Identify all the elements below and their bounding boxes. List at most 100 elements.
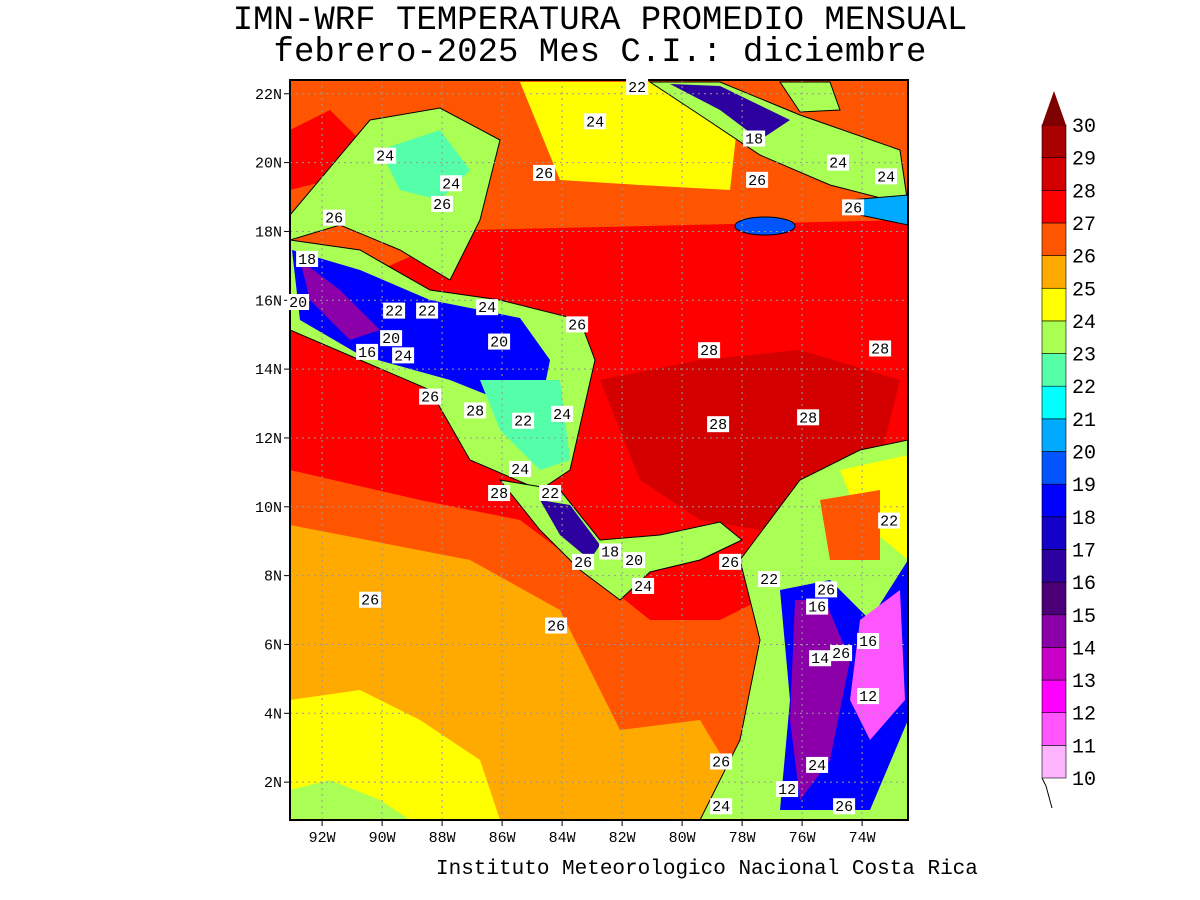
contour-label: 20: [490, 335, 508, 352]
colorbar-swatch: [1041, 418, 1067, 452]
contour-label: 18: [601, 545, 619, 562]
contour-label: 22: [385, 304, 403, 321]
contour-label-box: [869, 340, 892, 357]
contour-label: 22: [418, 304, 436, 321]
contour-label-box: [599, 543, 622, 560]
lat-tick-label: 8N: [264, 569, 282, 586]
colorbar-swatch: [1041, 385, 1067, 420]
contour-label: 12: [778, 782, 796, 799]
contour-label-box: [476, 299, 499, 316]
lon-tick-label: 86W: [489, 830, 516, 847]
lat-tick-label: 6N: [264, 637, 282, 654]
contour-label-box: [830, 645, 853, 662]
title-line-2: febrero-2025 Mes C.I.: diciembre: [273, 34, 927, 72]
contour-label: 24: [586, 114, 604, 131]
colorbar-swatch: [1041, 451, 1067, 485]
contour-label: 22: [541, 486, 559, 503]
colorbar-level-label: 25: [1072, 279, 1096, 302]
contour-label-box: [419, 388, 442, 405]
contour-label-box: [776, 781, 799, 798]
lon-tick-label: 92W: [309, 830, 336, 847]
colorbar-swatch: [1041, 320, 1067, 354]
contour-label: 26: [433, 197, 451, 214]
contour-label-box: [296, 250, 319, 267]
contour-label-box: [416, 302, 439, 319]
lat-tick-label: 18N: [255, 224, 282, 241]
colorbar-swatch: [1041, 581, 1067, 616]
contour-label: 26: [844, 200, 862, 217]
contour-label: 24: [553, 407, 571, 424]
colorbar-level-label: 29: [1072, 149, 1096, 172]
contour-label: 24: [442, 176, 460, 193]
colorbar-level-label: 10: [1072, 769, 1096, 792]
contour-label: 28: [466, 403, 484, 420]
contour-label-box: [545, 617, 568, 634]
lat-tick-label: 16N: [255, 293, 282, 310]
contour-label: 26: [712, 754, 730, 771]
colorbar-level-label: 17: [1072, 540, 1096, 563]
contour-label-box: [857, 688, 880, 705]
colorbar-swatch: [1041, 549, 1067, 583]
colorbar-level-label: 16: [1072, 573, 1096, 596]
colorbar-swatch: [1041, 222, 1067, 256]
central-america-highlands: [292, 250, 550, 410]
colorbar-level-label: 20: [1072, 443, 1096, 466]
contour-label: 20: [382, 331, 400, 348]
colorbar-swatch: [1041, 353, 1067, 387]
contour-label: 24: [634, 579, 652, 596]
contour-label-box: [287, 294, 310, 310]
contour-label-box: [374, 147, 397, 164]
contour-label: 24: [712, 799, 730, 816]
contour-label-box: [806, 756, 829, 773]
colorbar-swatch: [1041, 157, 1067, 191]
title-line-1: IMN-WRF TEMPERATURA PROMEDIO MENSUAL: [232, 2, 968, 40]
contour-label-box: [392, 347, 415, 364]
contour-label: 26: [574, 555, 592, 572]
colorbar-level-label: 26: [1072, 247, 1096, 270]
colorbar-level-label: 18: [1072, 508, 1096, 531]
colorbar-over-arrow: [1042, 91, 1066, 125]
contour-label: 26: [535, 166, 553, 183]
contour-label: 24: [877, 169, 895, 186]
bahamas-land: [779, 81, 841, 113]
contour-label: 26: [748, 173, 766, 190]
contour-label-box: [797, 409, 820, 426]
contour-label-box: [806, 598, 829, 615]
colorbar-level-label: 22: [1072, 377, 1096, 400]
colorbar-swatch: [1041, 483, 1067, 518]
contour-label: 24: [376, 149, 394, 166]
contour-label: 20: [289, 295, 307, 312]
contour-label-box: [875, 168, 898, 185]
contour-label-box: [509, 460, 532, 477]
contour-label: 26: [325, 211, 343, 228]
contour-label-box: [512, 412, 535, 429]
contour-label-box: [743, 130, 766, 147]
contour-label-box: [572, 553, 595, 570]
contour-label-box: [539, 485, 562, 502]
axis-ticks: 92W 90W 88W 86W 84W 82W 80W 78W 76W 74W 2N 4N 6N 8N 10…: [255, 87, 876, 847]
contour-label-box: [383, 302, 406, 319]
colorbar-level-label: 27: [1072, 214, 1096, 237]
lon-tick-label: 90W: [369, 830, 396, 847]
jamaica-land: [734, 216, 796, 236]
contour-label: 26: [547, 619, 565, 636]
lat-tick-label: 12N: [255, 431, 282, 448]
contour-label-box: [746, 171, 769, 188]
lon-tick-label: 88W: [429, 830, 456, 847]
contour-label-box: [566, 316, 589, 333]
map-frame: [289, 79, 909, 821]
contour-label-box: [815, 581, 838, 598]
contour-label-box: [359, 591, 382, 608]
colorbar: 10 11 12 13 14 15 16 17 18 19 20 21 22 23 24 25 26 27 28 29…: [1041, 91, 1096, 809]
colorbar-swatch: [1041, 190, 1067, 224]
magdalena-valley: [820, 490, 880, 560]
contour-label: 22: [760, 572, 778, 589]
contour-label: 26: [721, 555, 739, 572]
cool-pacific-region-2: [290, 780, 410, 820]
lon-tick-label: 80W: [669, 830, 696, 847]
contour-label-box: [584, 113, 607, 130]
contour-label-box: [827, 154, 850, 171]
colorbar-level-label: 11: [1072, 736, 1096, 759]
contour-label: 28: [490, 486, 508, 503]
